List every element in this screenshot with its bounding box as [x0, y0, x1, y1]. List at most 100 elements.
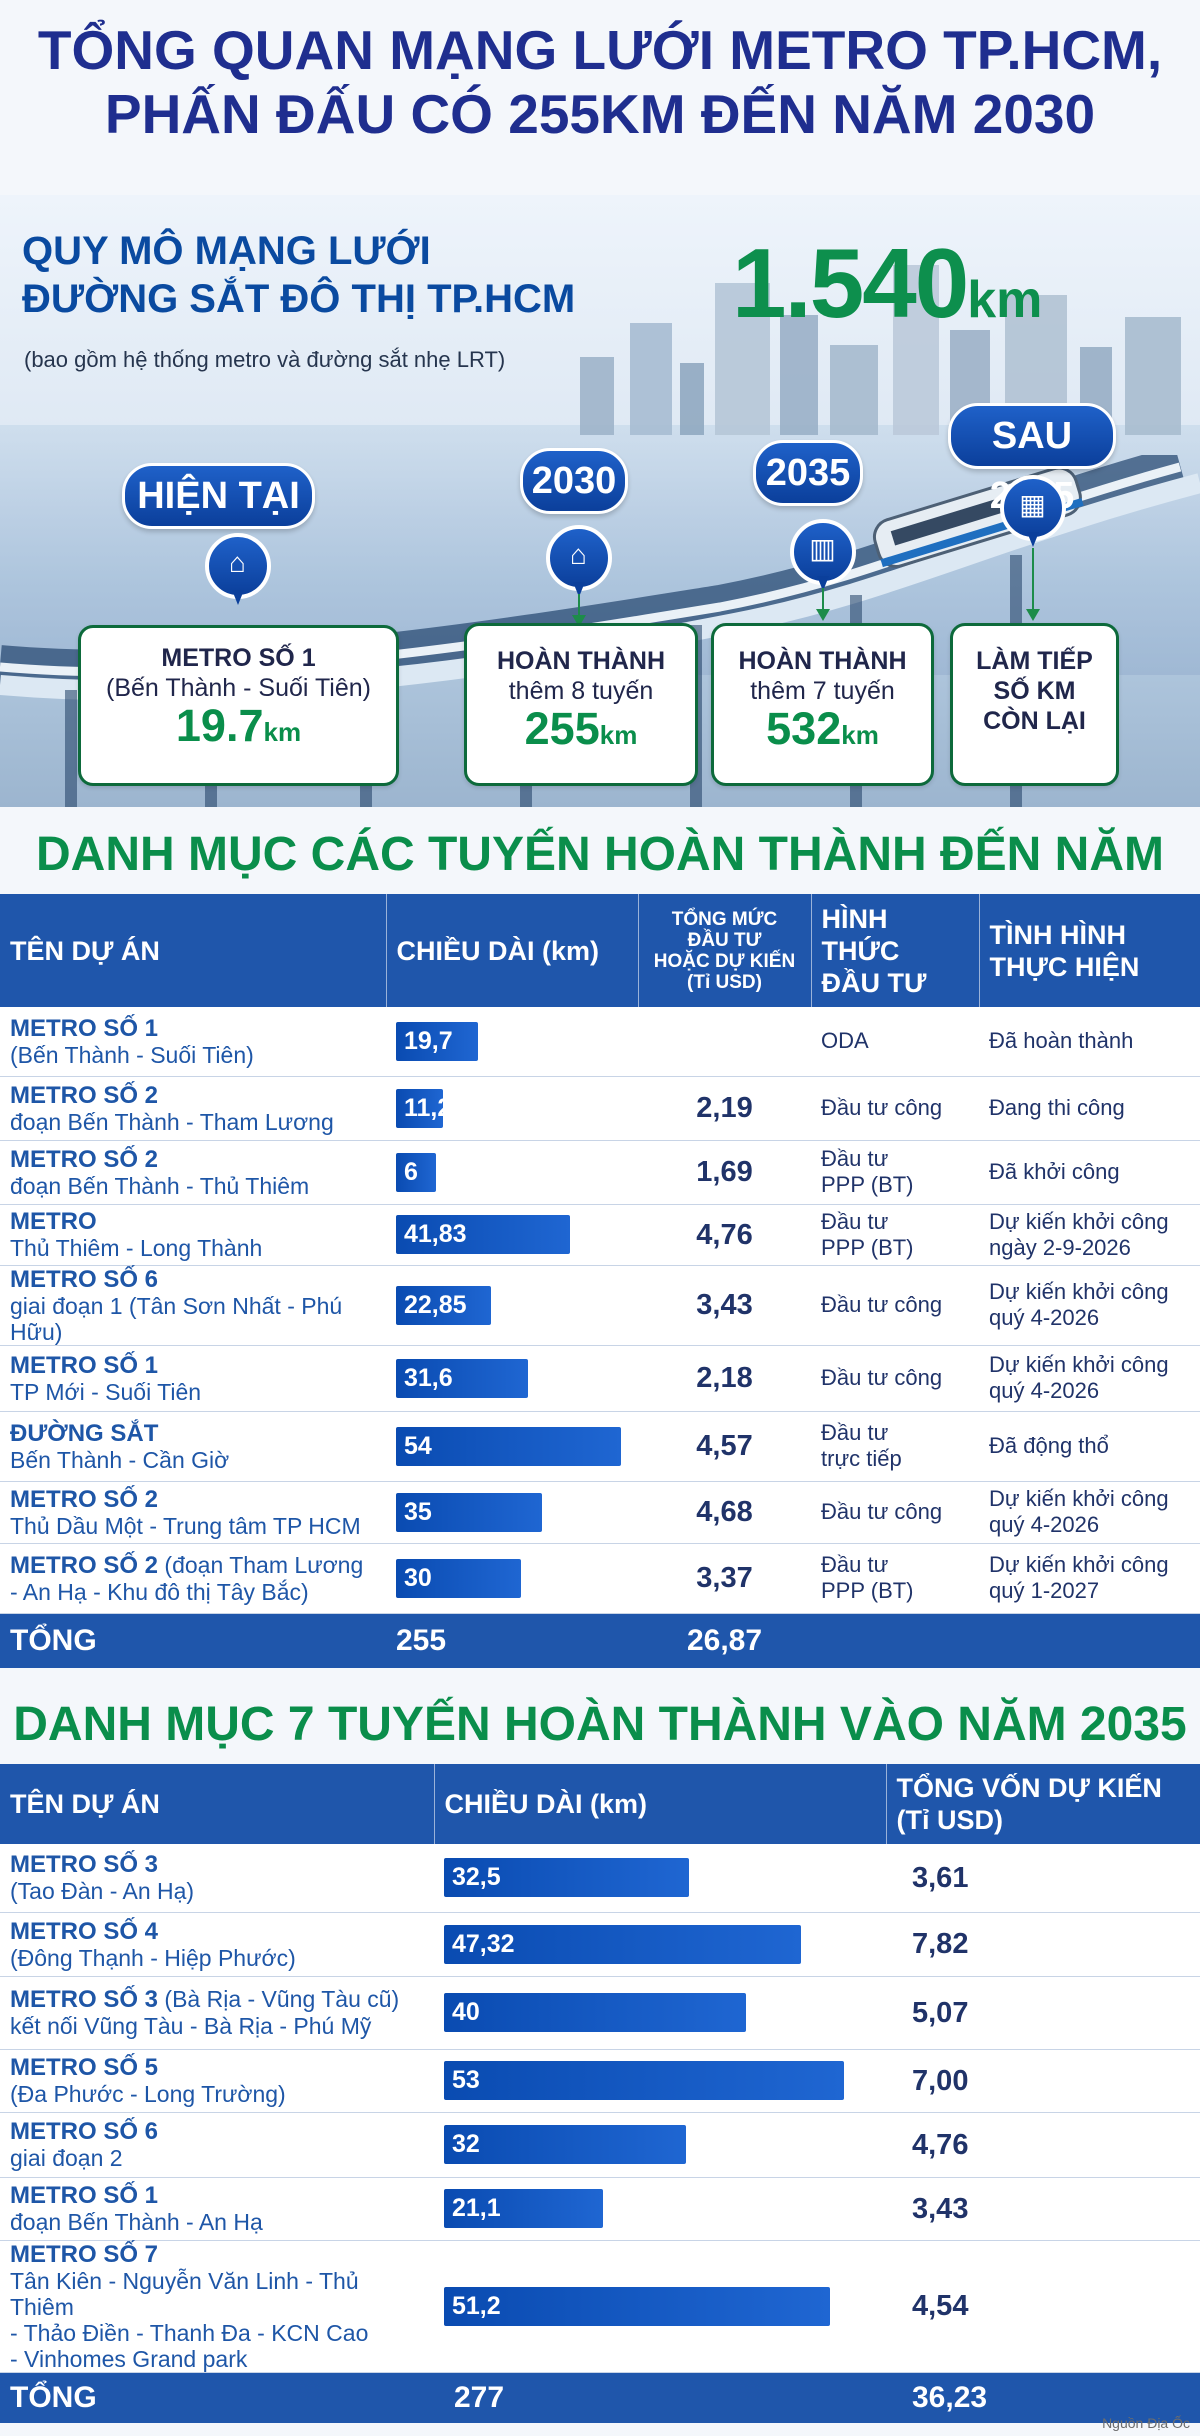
route-investment-value: 4,68: [638, 1481, 811, 1544]
current-location-pin-icon: ⌂: [205, 533, 271, 605]
milestone-after-2035-label: SAU 2035: [948, 403, 1116, 517]
investment-form-cell: Đầu tư công: [811, 1345, 979, 1412]
implementation-status-cell: Đã khởi công: [979, 1140, 1200, 1205]
route-length-cell: 6: [386, 1140, 638, 1205]
investment-form-cell: Đầu tư trực tiếp: [811, 1411, 979, 1482]
implementation-status-cell: Dự kiến khởi công quý 4-2026: [979, 1345, 1200, 1412]
route-2035-row: METRO SỐ 1 đoạn Bến Thành - An Hạ 21,1 3,43: [0, 2177, 1200, 2241]
2035-route-name: METRO SỐ 5: [10, 2054, 159, 2081]
2035-location-pin-icon: ▥: [790, 519, 856, 591]
2035-route-name-cell: METRO SỐ 7 Tân Kiên - Nguyễn Văn Linh - T…: [0, 2240, 434, 2373]
route-name-cell: METRO SỐ 1 (Bến Thành - Suối Tiên): [0, 1007, 386, 1077]
investment-form-cell: Đầu tư PPP (BT): [811, 1543, 979, 1614]
2035-route-name: METRO SỐ 4: [10, 1917, 159, 1945]
2035-route-length-bar: 32: [444, 2125, 686, 2164]
implementation-status-line-1: Dự kiến khởi công: [989, 1552, 1169, 1577]
investment-form: ODA: [821, 1028, 869, 1054]
2035-routes-table: TÊN DỰ ÁN CHIỀU DÀI (km) TỔNG VỐN DỰ KIẾ…: [0, 1764, 1200, 2423]
route-length-bar: 54: [396, 1426, 621, 1466]
milestone-2035-label: 2035: [753, 440, 863, 506]
route-name-cell: METRO SỐ 1 TP Mới - Suối Tiên: [0, 1345, 386, 1412]
2035-route-length-cell: 51,2: [434, 2240, 886, 2373]
2035-route-capital-value: 4,76: [886, 2112, 1200, 2178]
network-scale-heading: QUY MÔ MẠNG LƯỚI ĐƯỜNG SẮT ĐÔ THỊ TP.HCM: [22, 227, 602, 323]
after-2035-location-pin-icon: ▦: [1000, 475, 1066, 547]
source-watermark: Nguồn Địa Ốc: [1102, 2415, 1190, 2431]
route-2030-row: ĐƯỜNG SẮT Bến Thành - Cần Giờ 54 4,57 Đầu tư…: [0, 1411, 1200, 1482]
route-name: METRO SỐ 2: [10, 1145, 159, 1173]
route-detail: - An Hạ - Khu đô thị Tây Bắc): [10, 1578, 309, 1605]
2035-route-name-cell: METRO SỐ 3 (Tao Đàn - An Hạ): [0, 1844, 434, 1913]
investment-form-cell: Đầu tư PPP (BT): [811, 1140, 979, 1205]
2035-arrowhead: [816, 609, 830, 621]
route-detail: đoạn Bến Thành - Tham Lương: [10, 1108, 334, 1135]
milestone-current-label: HIỆN TẠI: [122, 463, 315, 529]
implementation-status-header: TÌNH HÌNH THỰC HIỆN: [979, 894, 1200, 1007]
implementation-status-cell: Dự kiến khởi công quý 4-2026: [979, 1481, 1200, 1544]
route-name: ĐƯỜNG SẮT: [10, 1419, 159, 1447]
implementation-status: Đã động thổ: [989, 1433, 1109, 1458]
implementation-status: Đã hoàn thành: [989, 1028, 1134, 1054]
network-scale-heading-line-1: QUY MÔ MẠNG LƯỚI: [22, 229, 431, 273]
2035-total-capital: 36,23: [886, 2372, 1200, 2423]
investment-form: Đầu tư công: [821, 1292, 943, 1317]
2030-total-row: TỔNG 255 26,87: [0, 1613, 1200, 1668]
2035-route-capital-value: 3,61: [886, 1844, 1200, 1913]
route-2035-row: METRO SỐ 7 Tân Kiên - Nguyễn Văn Linh - T…: [0, 2240, 1200, 2373]
route-length-bar: 30: [396, 1558, 521, 1598]
2035-route-detail: đoạn Bến Thành - An Hạ: [10, 2209, 263, 2235]
length-header: CHIỀU DÀI (km): [386, 894, 639, 1007]
route-name-cell: METRO Thủ Thiêm - Long Thành: [0, 1204, 386, 1266]
2035-route-length-bar: 47,32: [444, 1924, 801, 1964]
route-name: METRO SỐ 1: [10, 1351, 159, 1379]
investment-form-line-1: Đầu tư: [821, 1208, 889, 1234]
investment-form-cell: ODA: [811, 1007, 979, 1077]
2035-route-name-cell: METRO SỐ 5 (Đa Phước - Long Trường): [0, 2049, 434, 2113]
milestone-2030-label: 2030: [520, 448, 628, 514]
implementation-status-line-2: quý 4-2026: [989, 1378, 1100, 1403]
route-length-cell: 35: [386, 1481, 638, 1544]
network-overview-panel: QUY MÔ MẠNG LƯỚI ĐƯỜNG SẮT ĐÔ THỊ TP.HCM…: [0, 195, 1200, 807]
2035-route-detail-line-3: - Vinhomes Grand park: [10, 2345, 248, 2372]
route-name-cell: METRO SỐ 2 đoạn Bến Thành - Thủ Thiêm: [0, 1140, 386, 1205]
route-investment-value: 1,69: [638, 1140, 811, 1205]
2035-route-length-cell: 47,32: [434, 1912, 886, 1977]
route-2035-row: METRO SỐ 3 (Tao Đàn - An Hạ) 32,5 3,61: [0, 1844, 1200, 1913]
route-2035-row: METRO SỐ 4 (Đông Thạnh - Hiệp Phước) 47,32…: [0, 1912, 1200, 1977]
2035-route-capital-value: 7,82: [886, 1912, 1200, 1977]
total-investment: 26,87: [638, 1613, 811, 1668]
2035-route-name: METRO SỐ 7: [10, 2240, 159, 2268]
route-2030-row: METRO SỐ 2 đoạn Bến Thành - Thủ Thiêm 6 1,6…: [0, 1140, 1200, 1205]
route-length-cell: 41,83: [386, 1204, 638, 1266]
page-title-line-2: PHẤN ĐẤU CÓ 255KM ĐẾN NĂM 2030: [104, 83, 1096, 145]
2035-route-length-cell: 21,1: [434, 2177, 886, 2241]
2030-arrow: [578, 594, 580, 621]
implementation-status-cell: Đã động thổ: [979, 1411, 1200, 1482]
route-investment-value: 2,18: [638, 1345, 811, 1412]
implementation-status: Đang thi công: [989, 1095, 1125, 1120]
after-2035-card: LÀM TIẾP SỐ KM CÒN LẠI: [950, 623, 1119, 786]
implementation-status-cell: Đang thi công: [979, 1076, 1200, 1141]
implementation-status-line-1: Dự kiến khởi công: [989, 1279, 1169, 1304]
2035-route-detail-line-2: - Thảo Điền - Thanh Đa - KCN Cao: [10, 2319, 369, 2346]
route-name-cell: METRO SỐ 2 Thủ Dầu Một - Trung tâm TP HCM: [0, 1481, 386, 1544]
route-name: METRO: [10, 1208, 97, 1235]
route-length-bar: 19,7: [396, 1021, 478, 1061]
implementation-status-cell: Dự kiến khởi công quý 1-2027: [979, 1543, 1200, 1614]
investment-form-line-1: Đầu tư: [821, 1146, 889, 1171]
implementation-status-line-1: Dự kiến khởi công: [989, 1352, 1169, 1377]
route-name-cell: METRO SỐ 6 giai đoạn 1 (Tân Sơn Nhất - Ph…: [0, 1265, 386, 1346]
investment-header: TỔNG MỨC ĐẦU TƯ HOẶC DỰ KIẾN (Tỉ USD): [638, 894, 812, 1007]
implementation-status: Đã khởi công: [989, 1159, 1120, 1184]
2030-routes-section-title: DANH MỤC CÁC TUYẾN HOÀN THÀNH ĐẾN NĂM 20…: [36, 828, 1164, 939]
route-detail: Thủ Dầu Một - Trung tâm TP HCM: [10, 1512, 361, 1539]
route-length-bar: 11,2: [396, 1088, 451, 1128]
route-name: METRO SỐ 1: [10, 1014, 159, 1042]
2035-total-length: 277: [434, 2372, 886, 2423]
2035-route-length-bar: 32,5: [444, 1858, 689, 1898]
route-length-cell: 19,7: [386, 1007, 638, 1077]
2035-completion-card: HOÀN THÀNH thêm 7 tuyến 532km: [711, 623, 934, 786]
2035-capital-header: TỔNG VỐN DỰ KIẾN (Tỉ USD): [886, 1764, 1200, 1844]
investment-form: Đầu tư công: [821, 1095, 943, 1120]
2035-route-length-cell: 32: [434, 2112, 886, 2178]
